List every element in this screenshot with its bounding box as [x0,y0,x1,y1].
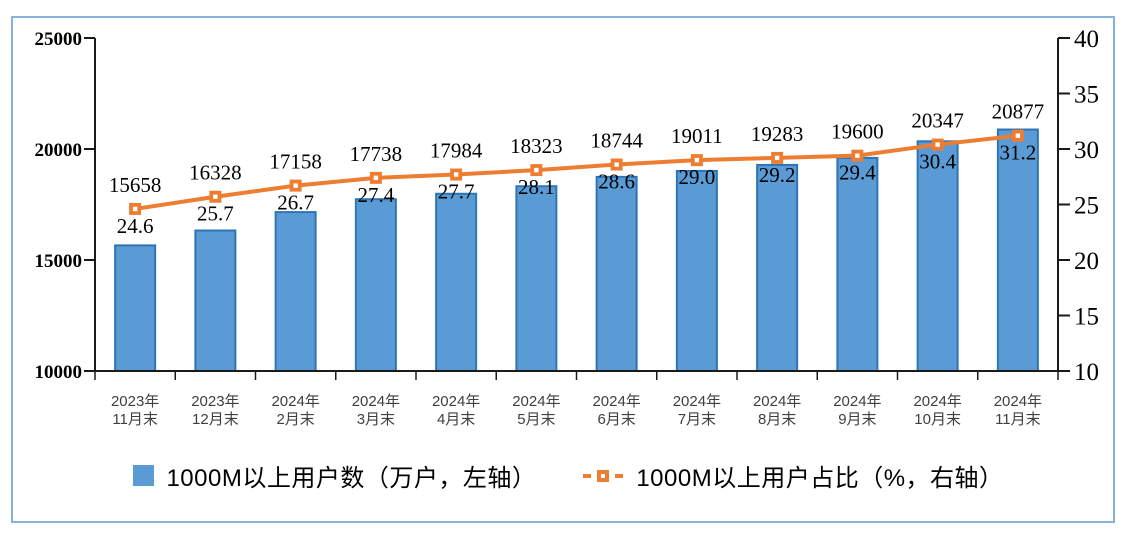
line-marker-center [774,155,780,161]
chart-border-frame [11,16,1115,523]
line-value-label: 27.4 [358,183,395,207]
right-axis-tick-label: 15 [1074,304,1099,331]
line-value-label: 28.1 [518,175,555,199]
bar-value-label: 19600 [831,120,884,144]
bar[interactable] [274,211,317,372]
x-tick-label-line1: 2024年 [352,393,400,410]
x-tick-label-line1: 2024年 [432,393,480,410]
bar-value-label: 20347 [911,109,964,133]
bar[interactable] [675,169,718,372]
line-series-legend-label: 1000M以上用户占比（%，右轴） [636,465,1004,492]
line-marker-center [935,142,940,147]
bar-value-label: 17984 [430,139,483,163]
x-tick-label-line1: 2024年 [913,393,961,410]
left-axis-tick-label: 20000 [35,140,83,161]
bar-value-label: 15658 [109,173,162,197]
line-value-label: 29.0 [679,165,716,189]
bar[interactable] [515,185,558,372]
x-tick-label-line2: 7月末 [678,411,716,428]
left-axis-tick-label: 15000 [35,251,83,272]
bar-value-label: 17158 [269,150,322,174]
bar-value-label: 19011 [671,124,723,148]
x-tick-label-line1: 2024年 [673,393,721,410]
bar-series-legend-label: 1000M以上用户数（万户，左轴） [166,465,537,492]
right-axis-tick-label: 10 [1074,359,1099,386]
line-value-label: 29.2 [759,163,796,187]
x-tick-label-line2: 12月末 [192,411,239,428]
bar[interactable] [916,140,959,372]
line-series-marker-icon [583,469,624,482]
line-marker-center [694,157,700,163]
right-axis-tick-label: 20 [1074,248,1099,275]
x-tick-label-line1: 2024年 [994,393,1042,410]
left-axis-tick-label: 25000 [35,29,83,50]
bar-series-swatch-icon [133,465,155,486]
x-tick-label-line1: 2024年 [753,393,801,410]
line-value-label: 27.7 [438,180,475,204]
x-tick-label-line2: 2月末 [276,411,314,428]
line-marker-center [855,153,860,158]
line-value-label: 29.4 [839,161,876,185]
bar[interactable] [595,175,638,372]
x-tick-label-line2: 4月末 [437,411,475,428]
bar-value-label: 18323 [510,134,563,158]
line-value-label: 30.4 [919,150,956,174]
line-marker-center [534,167,539,173]
line-marker-center [213,194,218,199]
x-tick-label-line2: 3月末 [357,411,395,428]
bar[interactable] [114,244,157,372]
line-value-label: 25.7 [197,202,234,226]
line-marker-center [293,183,298,188]
right-axis-tick-label: 30 [1074,137,1099,164]
x-tick-label-line1: 2023年 [111,393,159,410]
x-tick-label-line2: 11月末 [995,411,1041,428]
line-marker-center [373,175,379,181]
bar-value-label: 17738 [350,142,403,166]
x-tick-label-line2: 6月末 [597,411,635,428]
bar[interactable] [996,128,1039,372]
line-marker-center [1015,133,1021,138]
bar[interactable] [354,198,397,372]
line-marker-center [132,206,138,212]
x-tick-label-line2: 5月末 [517,411,555,428]
legend-item-line: 1000M以上用户占比（%，右轴） [582,458,1003,493]
x-tick-label-line2: 9月末 [838,411,876,428]
x-tick-label-line1: 2024年 [833,393,881,410]
line-value-label: 31.2 [1000,141,1037,165]
legend-item-bars: 1000M以上用户数（万户，左轴） [133,458,536,493]
bar-value-label: 20877 [992,100,1045,124]
bar[interactable] [435,192,478,372]
line-value-label: 28.6 [598,170,635,194]
bar-value-label: 16328 [189,161,242,185]
x-tick-label-line1: 2024年 [271,393,319,410]
bar[interactable] [756,163,799,372]
line-marker-center [453,172,459,177]
line-value-label: 26.7 [277,191,314,215]
x-tick-label-line1: 2024年 [592,393,640,410]
right-axis-tick-label: 40 [1074,26,1099,53]
bar[interactable] [836,156,879,372]
x-tick-label-line2: 11月末 [112,411,158,428]
bar-value-label: 19283 [751,122,804,146]
bar[interactable] [194,229,237,372]
right-axis-tick-label: 35 [1074,82,1099,109]
legend: 1000M以上用户数（万户，左轴） 1000M以上用户占比（%，右轴） [0,458,1137,493]
right-axis-tick-label: 25 [1074,193,1099,220]
line-series-path [134,133,1019,211]
x-tick-label-line1: 2024年 [512,393,560,410]
line-marker-center [614,162,619,167]
left-axis-tick-label: 10000 [35,362,83,383]
line-value-label: 24.6 [117,214,154,238]
x-tick-label-line2: 10月末 [914,411,961,428]
x-tick-label-line1: 2023年 [191,393,239,410]
bar-value-label: 18744 [590,129,643,153]
x-tick-label-line2: 8月末 [758,411,796,428]
